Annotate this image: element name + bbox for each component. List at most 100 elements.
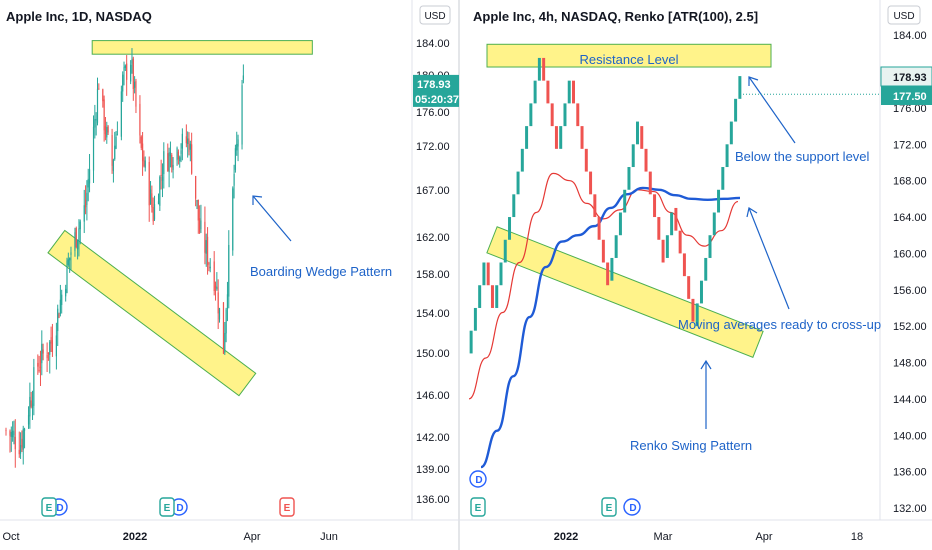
left-candle-body [179,157,181,162]
left-candle-body [120,91,122,137]
right-y-tick-label: 144.00 [893,394,927,406]
right-renko-bricks [469,57,742,354]
left-candle-body [169,152,172,157]
right-renko-brick [699,280,703,304]
right-renko-brick [601,239,605,263]
right-renko-brick [618,212,622,236]
left-y-tick-label: 154.00 [416,308,450,320]
right-resistance-label: Resistance Level [580,52,679,67]
left-candle-body [195,175,197,199]
left-candle-body [51,340,54,352]
left-candle-body [103,99,105,131]
left-candle-body [5,429,7,432]
left-candle-body [38,369,40,371]
left-candle-body [14,436,16,450]
right-annotation-support: Below the support level [735,149,870,164]
left-candle-body [199,218,201,233]
right-renko-brick [537,57,541,81]
right-resistance-zone [486,43,772,68]
left-candle-body [189,143,191,150]
left-candle-body [122,74,124,92]
right-renko-brick [712,212,716,236]
left-candle-body [61,294,63,305]
right-renko-brick [665,235,669,258]
left-annotation-arrow-head [252,195,263,205]
left-candle-body [104,126,107,135]
left-candle-body [228,244,230,297]
left-candle-body [232,188,234,251]
left-candle-body [151,193,153,208]
right-annotation-arrow-ma [748,207,790,310]
left-y-tick-label: 172.00 [416,141,450,153]
left-chart-title: Apple Inc, 1D, NASDAQ [6,9,152,24]
right-y-tick-label: 176.00 [893,103,927,115]
left-earnings-event-3-badge [279,497,295,517]
right-dividend-event-2-circle [623,498,641,516]
right-y-tick-label: 164.00 [893,212,927,224]
right-renko-brick [623,189,627,213]
right-annotation-arrow-support [748,76,796,144]
right-renko-brick [554,126,558,149]
left-candle-body [112,159,115,171]
right-y-tick-label: 148.00 [893,358,927,370]
left-candle-body [237,139,239,147]
left-candle-body [218,308,221,320]
left-candle-body [177,151,179,160]
right-channel-zone [486,226,764,359]
left-candle-body [222,302,225,354]
right-renko-brick [721,167,725,190]
right-renko-brick [503,239,507,263]
left-candle-body [157,201,160,205]
right-renko-brick [563,103,567,127]
left-candle-body [139,103,141,136]
left-candle-body [208,263,210,265]
left-candle-body [144,160,146,168]
right-renko-brick [525,126,529,149]
left-candle-body [75,227,77,248]
left-candle-body [206,236,209,265]
left-x-tick-label: Oct [2,531,19,543]
right-price-tag-close [881,86,932,105]
right-renko-brick [546,80,550,104]
left-y-tick-label: 184.00 [416,38,450,50]
right-x-tick-label: 18 [851,531,863,543]
right-renko-brick [678,230,682,254]
right-renko-brick [725,144,729,168]
right-renko-brick [542,57,546,81]
left-candle-body [21,438,23,448]
right-renko-brick [674,207,678,231]
left-candle-body [126,63,128,80]
left-time-axis: Oct 2022 Apr Jun [2,531,337,543]
left-candle-body [196,200,198,202]
right-renko-brick [648,171,652,195]
right-earnings-event-1-badge [470,497,486,517]
right-renko-brick [610,257,614,281]
left-y-tick-label: 176.00 [416,107,450,119]
right-ma-slow-line [480,186,741,469]
left-price-tag [413,74,459,107]
left-candle-body [50,337,52,344]
left-candle-body [96,88,99,123]
left-candle-body [55,335,57,357]
right-renko-brick [516,171,520,195]
right-time-axis: 2022 Mar Apr 18 [554,531,863,543]
right-currency-badge[interactable]: USD [887,5,921,25]
left-candle-body [130,64,132,82]
left-candle-body [59,299,61,314]
left-y-tick-label: 158.00 [416,269,450,281]
right-renko-brick [499,262,503,286]
left-earnings-event-2-badge [159,497,175,517]
left-candle-body [70,252,72,255]
left-candle-body [241,85,243,145]
right-renko-brick [695,303,699,327]
left-currency-badge[interactable]: USD [419,5,451,25]
left-candle-body [214,285,217,288]
left-candle-body [236,143,238,151]
left-candle-body [83,205,85,222]
right-x-tick-label: Mar [654,531,673,543]
right-y-tick-label: 152.00 [893,321,927,333]
right-renko-brick [486,262,490,286]
right-earnings-event-2-badge [601,497,617,517]
right-renko-brick [584,148,588,172]
